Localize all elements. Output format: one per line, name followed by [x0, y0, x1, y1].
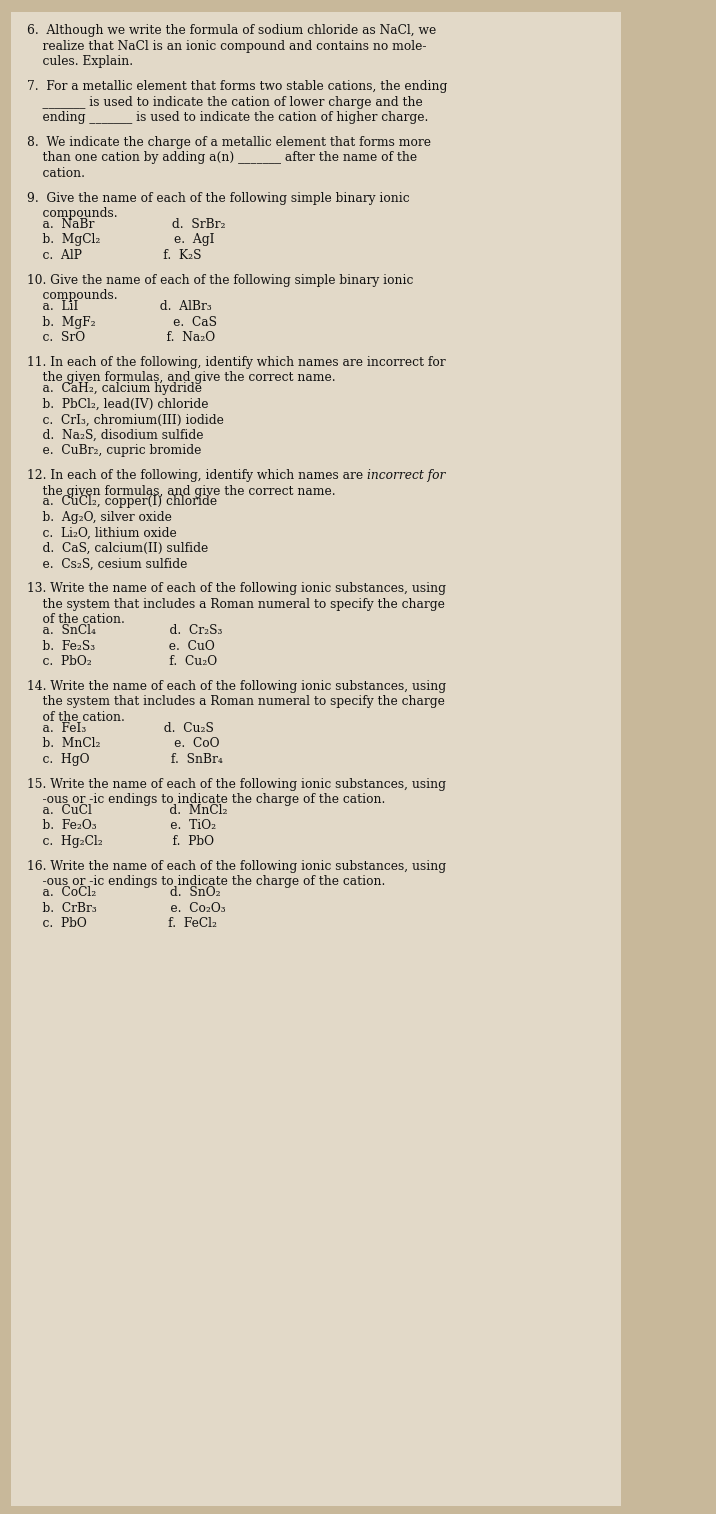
Text: b.  MgCl₂                   e.  AgI: b. MgCl₂ e. AgI — [27, 233, 215, 247]
Text: 11. In each of the following, identify which names are incorrect for: 11. In each of the following, identify w… — [27, 356, 446, 369]
Text: b.  Ag₂O, silver oxide: b. Ag₂O, silver oxide — [27, 510, 172, 524]
Text: b.  Fe₂S₃                   e.  CuO: b. Fe₂S₃ e. CuO — [27, 639, 215, 653]
Text: a.  FeI₃                    d.  Cu₂S: a. FeI₃ d. Cu₂S — [27, 722, 214, 734]
Text: d.  CaS, calcium(II) sulfide: d. CaS, calcium(II) sulfide — [27, 542, 208, 556]
Text: of the cation.: of the cation. — [27, 613, 125, 627]
Text: incorrect for: incorrect for — [367, 469, 445, 481]
Text: a.  CuCl₂, copper(I) chloride: a. CuCl₂, copper(I) chloride — [27, 495, 218, 509]
Text: c.  AlP                     f.  K₂S: c. AlP f. K₂S — [27, 248, 202, 262]
Text: 12. In each of the following, identify which names are: 12. In each of the following, identify w… — [27, 469, 367, 481]
Bar — [0, 0, 716, 12]
Bar — [621, 0, 716, 1514]
Text: c.  Li₂O, lithium oxide: c. Li₂O, lithium oxide — [27, 527, 177, 539]
Text: the given formulas, and give the correct name.: the given formulas, and give the correct… — [27, 484, 336, 498]
Text: 6.  Although we write the formula of sodium chloride as NaCl, we: 6. Although we write the formula of sodi… — [27, 24, 437, 38]
Text: a.  NaBr                    d.  SrBr₂: a. NaBr d. SrBr₂ — [27, 218, 226, 232]
Text: than one cation by adding a(n) _______ after the name of the: than one cation by adding a(n) _______ a… — [27, 151, 417, 165]
Text: _______ is used to indicate the cation of lower charge and the: _______ is used to indicate the cation o… — [27, 95, 423, 109]
Text: 14. Write the name of each of the following ionic substances, using: 14. Write the name of each of the follow… — [27, 680, 446, 693]
Text: b.  Fe₂O₃                   e.  TiO₂: b. Fe₂O₃ e. TiO₂ — [27, 819, 216, 833]
Text: the given formulas, and give the correct name.: the given formulas, and give the correct… — [27, 371, 336, 385]
Text: c.  HgO                     f.  SnBr₄: c. HgO f. SnBr₄ — [27, 752, 223, 766]
Text: c.  CrI₃, chromium(III) iodide: c. CrI₃, chromium(III) iodide — [27, 413, 224, 427]
Text: e.  CuBr₂, cupric bromide: e. CuBr₂, cupric bromide — [27, 444, 202, 457]
Text: 8.  We indicate the charge of a metallic element that forms more: 8. We indicate the charge of a metallic … — [27, 136, 431, 148]
Text: d.  Na₂S, disodium sulfide: d. Na₂S, disodium sulfide — [27, 428, 204, 442]
Text: c.  Hg₂Cl₂                  f.  PbO: c. Hg₂Cl₂ f. PbO — [27, 834, 214, 848]
Text: a.  CaH₂, calcium hydride: a. CaH₂, calcium hydride — [27, 382, 202, 395]
Text: 10. Give the name of each of the following simple binary ionic: 10. Give the name of each of the followi… — [27, 274, 414, 286]
Text: a.  CoCl₂                   d.  SnO₂: a. CoCl₂ d. SnO₂ — [27, 886, 221, 899]
Bar — [0, 0, 11, 1514]
Text: the system that includes a Roman numeral to specify the charge: the system that includes a Roman numeral… — [27, 695, 445, 709]
Text: 16. Write the name of each of the following ionic substances, using: 16. Write the name of each of the follow… — [27, 860, 446, 872]
Text: e.  Cs₂S, cesium sulfide: e. Cs₂S, cesium sulfide — [27, 557, 188, 571]
Text: a.  SnCl₄                   d.  Cr₂S₃: a. SnCl₄ d. Cr₂S₃ — [27, 624, 223, 637]
Text: compounds.: compounds. — [27, 207, 118, 220]
Text: c.  SrO                     f.  Na₂O: c. SrO f. Na₂O — [27, 332, 216, 344]
Bar — [0, 1506, 716, 1514]
Text: compounds.: compounds. — [27, 289, 118, 303]
Text: 9.  Give the name of each of the following simple binary ionic: 9. Give the name of each of the followin… — [27, 192, 410, 204]
Text: b.  MnCl₂                   e.  CoO: b. MnCl₂ e. CoO — [27, 737, 220, 751]
Bar — [0, 0, 621, 1514]
Text: ending _______ is used to indicate the cation of higher charge.: ending _______ is used to indicate the c… — [27, 111, 429, 124]
Text: cules. Explain.: cules. Explain. — [27, 55, 133, 68]
Text: a.  LiI                     d.  AlBr₃: a. LiI d. AlBr₃ — [27, 300, 212, 313]
Text: c.  PbO                     f.  FeCl₂: c. PbO f. FeCl₂ — [27, 917, 217, 930]
Text: 7.  For a metallic element that forms two stable cations, the ending: 7. For a metallic element that forms two… — [27, 80, 448, 92]
Text: realize that NaCl is an ionic compound and contains no mole-: realize that NaCl is an ionic compound a… — [27, 39, 427, 53]
Text: b.  PbCl₂, lead(IV) chloride: b. PbCl₂, lead(IV) chloride — [27, 398, 208, 410]
Text: a.  CuCl                    d.  MnCl₂: a. CuCl d. MnCl₂ — [27, 804, 228, 818]
Text: -ous or -ic endings to indicate the charge of the cation.: -ous or -ic endings to indicate the char… — [27, 793, 386, 805]
Text: 15. Write the name of each of the following ionic substances, using: 15. Write the name of each of the follow… — [27, 778, 446, 790]
Text: of the cation.: of the cation. — [27, 712, 125, 724]
Text: the system that includes a Roman numeral to specify the charge: the system that includes a Roman numeral… — [27, 598, 445, 610]
Text: -ous or -ic endings to indicate the charge of the cation.: -ous or -ic endings to indicate the char… — [27, 875, 386, 889]
Text: c.  PbO₂                    f.  Cu₂O: c. PbO₂ f. Cu₂O — [27, 656, 218, 668]
Text: cation.: cation. — [27, 167, 85, 180]
Text: b.  MgF₂                    e.  CaS: b. MgF₂ e. CaS — [27, 315, 217, 329]
Text: 13. Write the name of each of the following ionic substances, using: 13. Write the name of each of the follow… — [27, 583, 446, 595]
Text: b.  CrBr₃                   e.  Co₂O₃: b. CrBr₃ e. Co₂O₃ — [27, 901, 226, 914]
